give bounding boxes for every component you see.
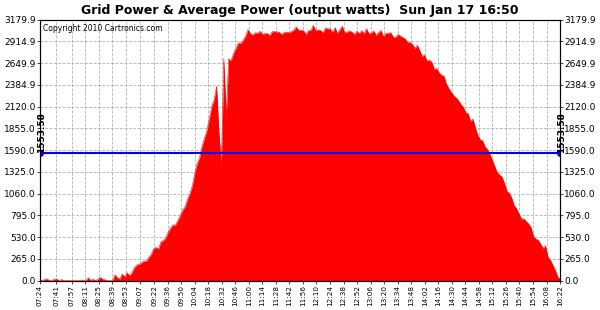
Text: 1553.58: 1553.58 — [557, 112, 566, 153]
Title: Grid Power & Average Power (output watts)  Sun Jan 17 16:50: Grid Power & Average Power (output watts… — [81, 4, 519, 17]
Text: 1553.58: 1553.58 — [37, 112, 46, 153]
Text: Copyright 2010 Cartronics.com: Copyright 2010 Cartronics.com — [43, 24, 162, 33]
